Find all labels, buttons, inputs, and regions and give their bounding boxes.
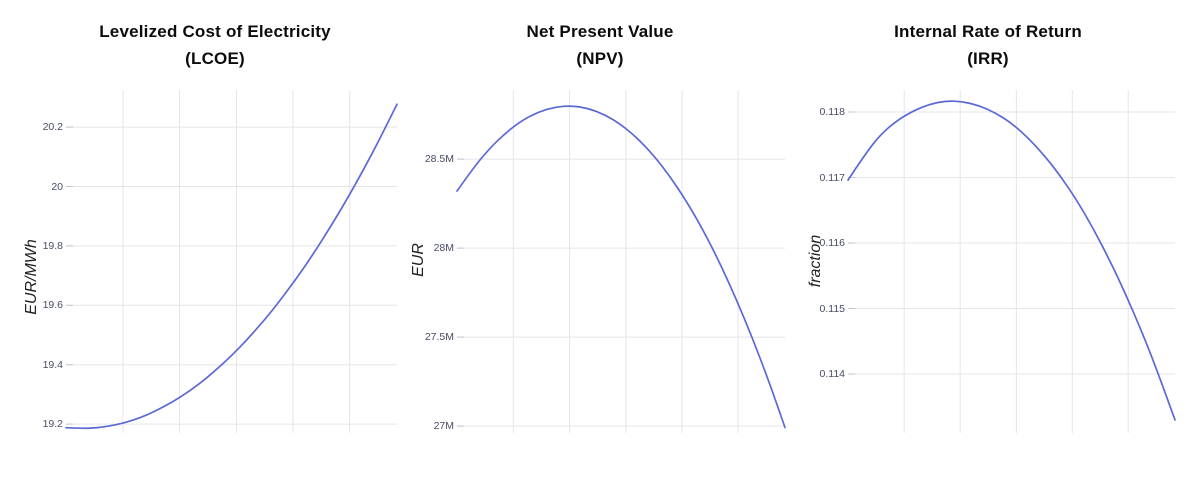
y-tick-label: 20 bbox=[51, 180, 63, 193]
y-axis-label: EUR bbox=[410, 243, 427, 277]
series-line bbox=[847, 100, 1176, 421]
plot-area bbox=[65, 90, 398, 433]
y-tick-label: 19.8 bbox=[42, 239, 63, 252]
gridlines bbox=[457, 90, 785, 433]
chart-title: Net Present Value (NPV) bbox=[420, 18, 780, 72]
chart-npv: Net Present Value (NPV) EUR 27M 27.5M 28M 2… bbox=[410, 0, 793, 483]
chart-title-line2: (LCOE) bbox=[185, 49, 245, 68]
plot-area bbox=[847, 90, 1176, 433]
y-tick-label: 0.117 bbox=[819, 171, 846, 184]
plot-area bbox=[456, 90, 786, 433]
y-tick-label: 28.5M bbox=[424, 153, 454, 166]
chart-title-line1: Levelized Cost of Electricity bbox=[99, 22, 331, 41]
y-axis-label: EUR/MWh bbox=[23, 239, 40, 315]
chart-title-line1: Net Present Value bbox=[526, 22, 674, 41]
y-tick-label: 0.115 bbox=[819, 302, 846, 315]
y-tick-label: 0.114 bbox=[819, 368, 846, 381]
gridlines bbox=[66, 90, 397, 433]
y-tick-label: 19.2 bbox=[42, 418, 63, 431]
y-tick-label: 19.6 bbox=[42, 299, 63, 312]
y-tick-label: 27M bbox=[433, 420, 454, 433]
npv-plot-svg bbox=[456, 90, 786, 433]
irr-plot-svg bbox=[847, 90, 1176, 433]
y-tick-label: 28M bbox=[433, 242, 454, 255]
chart-irr: Internal Rate of Return (IRR) fraction 0… bbox=[793, 0, 1200, 483]
y-tick-label: 27.5M bbox=[424, 331, 454, 344]
chart-title: Internal Rate of Return (IRR) bbox=[808, 18, 1168, 72]
y-tick-label: 20.2 bbox=[42, 121, 63, 134]
chart-title: Levelized Cost of Electricity (LCOE) bbox=[15, 18, 415, 72]
y-tick-label: 0.116 bbox=[819, 237, 846, 250]
lcoe-plot-svg bbox=[65, 90, 398, 433]
chart-title-line2: (NPV) bbox=[576, 49, 624, 68]
y-tick-label: 19.4 bbox=[42, 358, 63, 371]
y-tick-label: 0.118 bbox=[819, 106, 846, 118]
series-line bbox=[456, 105, 786, 429]
chart-title-line1: Internal Rate of Return bbox=[894, 22, 1082, 41]
gridlines bbox=[848, 90, 1175, 433]
chart-title-line2: (IRR) bbox=[967, 49, 1009, 68]
chart-lcoe: Levelized Cost of Electricity (LCOE) EUR… bbox=[0, 0, 412, 483]
series-line bbox=[65, 103, 398, 430]
